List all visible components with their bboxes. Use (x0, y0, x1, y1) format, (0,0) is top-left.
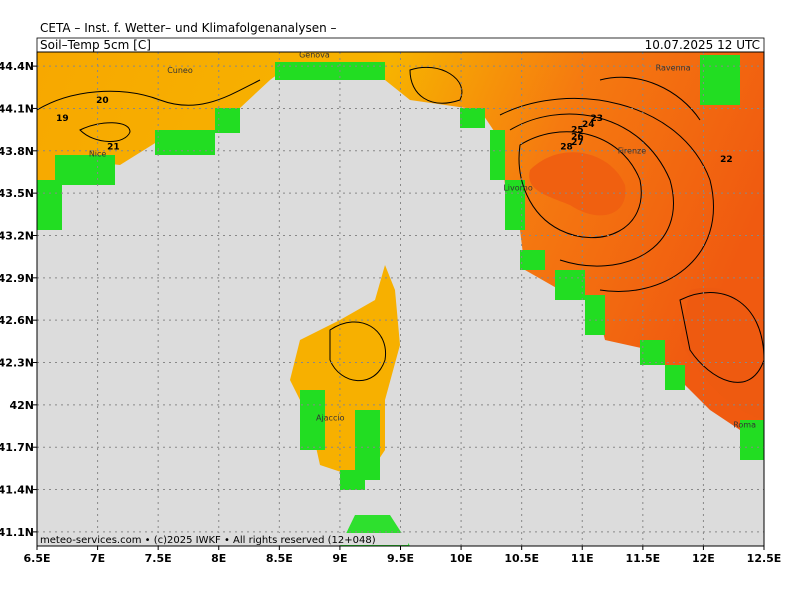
contour-label: 23 (591, 114, 604, 124)
contour-label: 26 (571, 133, 584, 143)
valid-time: 10.07.2025 12 UTC (645, 38, 760, 52)
contour-label: 27 (571, 138, 584, 148)
x-tick-label: 7E (90, 552, 105, 565)
y-tick-label: 44.4N (0, 60, 34, 73)
contour-label: 21 (107, 142, 120, 152)
city-label: Firenze (618, 147, 647, 156)
contour-label: 28 (560, 142, 573, 152)
x-tick-label: 10.5E (504, 552, 539, 565)
contours (37, 66, 764, 383)
x-tick-label: 12E (692, 552, 715, 565)
x-tick-label: 12.5E (747, 552, 782, 565)
y-tick-label: 41.1N (0, 526, 34, 539)
x-tick-label: 7.5E (145, 552, 172, 565)
credit: meteo-services.com • (c)2025 IWKF • All … (40, 535, 376, 546)
y-tick-label: 43.5N (0, 187, 34, 200)
x-tick-label: 9E (332, 552, 347, 565)
x-tick-label: 6.5E (23, 552, 50, 565)
contour-label: 19 (56, 114, 69, 124)
city-label: Ajaccio (316, 413, 345, 422)
x-tick-label: 8E (211, 552, 226, 565)
x-tick-label: 9.5E (387, 552, 414, 565)
graticule (36, 52, 765, 546)
city-label: Ravenna (656, 63, 691, 72)
x-tick-label: 8.5E (266, 552, 293, 565)
city-label: Cuneo (167, 66, 193, 75)
y-tick-label: 41.4N (0, 484, 34, 497)
y-tick-label: 42.6N (0, 314, 34, 327)
y-tick-label: 43.2N (0, 229, 34, 242)
y-tick-label: 42N (9, 399, 34, 412)
contour-label: 20 (96, 96, 109, 106)
y-tick-label: 44.1N (0, 102, 34, 115)
y-tick-label: 41.7N (0, 441, 34, 454)
city-label: Livorno (503, 183, 533, 192)
contour-label: 24 (582, 120, 595, 130)
hot-core (529, 152, 626, 216)
y-tick-label: 42.3N (0, 357, 34, 370)
contour-label: 22 (720, 155, 733, 165)
credit-bg (38, 533, 408, 545)
city-label: Nice (89, 149, 107, 158)
y-tick-label: 42.9N (0, 272, 34, 285)
hot-core (680, 287, 764, 420)
x-tick-label: 11E (571, 552, 594, 565)
city-label: Genova (299, 51, 330, 60)
y-tick-label: 43.8N (0, 145, 34, 158)
coast-cells (37, 55, 764, 490)
contour-label: 25 (571, 125, 584, 135)
header-title: CETA – Inst. f. Wetter– und Klimafolgena… (40, 21, 337, 35)
x-tick-label: 10E (450, 552, 473, 565)
x-tick-label: 11.5E (626, 552, 661, 565)
variable-label: Soil–Temp 5cm [C] (40, 38, 151, 52)
city-label: Roma (733, 420, 756, 429)
